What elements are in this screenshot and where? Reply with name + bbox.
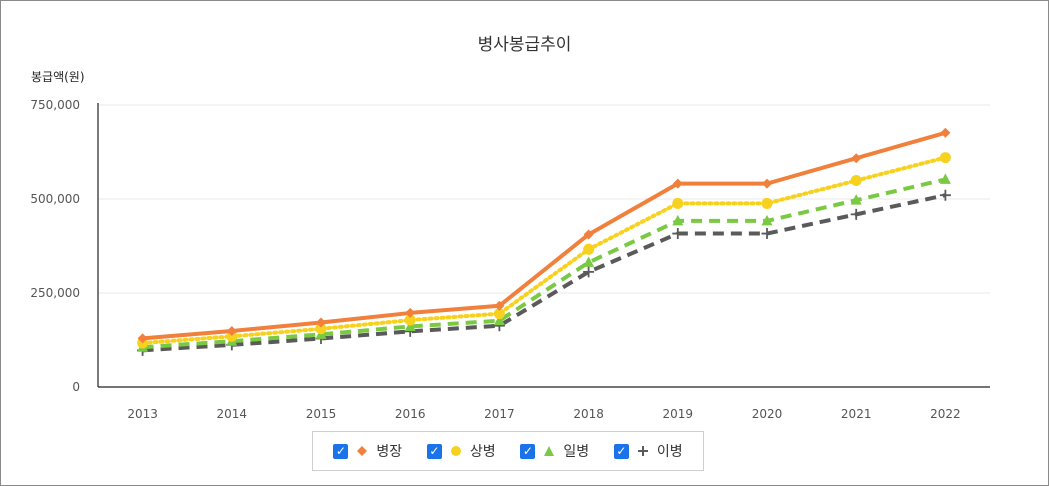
legend-item-상병[interactable]: ✓ 상병: [426, 441, 496, 461]
data-point: [226, 330, 238, 342]
x-tick-label: 2014: [217, 407, 248, 421]
x-tick-label: 2017: [484, 407, 515, 421]
x-tick-label: 2022: [930, 407, 961, 421]
legend-item-일병[interactable]: ✓ 일병: [520, 441, 589, 461]
data-point: [761, 197, 773, 209]
series-line: [142, 130, 946, 341]
x-tick-label: 2021: [841, 407, 872, 421]
data-point: [672, 197, 684, 209]
legend: ✓ 병장 ✓ 상병 ✓ 일병 ✓ 이병: [312, 431, 704, 471]
series-line: [142, 177, 946, 350]
legend-item-이병[interactable]: ✓ 이병: [613, 441, 683, 461]
legend-checkbox[interactable]: ✓: [333, 443, 349, 459]
legend-checkbox[interactable]: ✓: [613, 443, 629, 459]
x-tick-label: 2020: [752, 407, 783, 421]
x-tick-label: 2018: [573, 407, 604, 421]
legend-label: 병장: [376, 444, 403, 460]
data-point: [583, 256, 595, 267]
data-point: [316, 317, 326, 328]
axes: 0 250,000 500,000 750,000 2013 2014 2015 2016 20…: [30, 98, 990, 421]
series-이병: [137, 189, 951, 356]
data-point: [761, 214, 773, 226]
data-point: [850, 175, 862, 187]
x-tick-label: 2019: [663, 407, 694, 421]
data-point: [672, 228, 684, 240]
data-point: [939, 189, 951, 201]
legend-label: 상병: [469, 444, 496, 460]
data-point: [226, 325, 237, 336]
y-tick-label: 0: [72, 380, 80, 394]
data-point: [850, 194, 862, 205]
legend-label: 이병: [656, 444, 683, 460]
y-tick-label: 500,000: [30, 192, 80, 206]
y-tick-label: 250,000: [30, 286, 80, 300]
series-일병: [137, 173, 951, 352]
circle-marker-icon: [450, 446, 461, 456]
legend-checkbox[interactable]: ✓: [426, 443, 442, 459]
series-line: [140, 155, 948, 346]
grid-lines: [98, 104, 990, 294]
data-point: [583, 266, 595, 278]
x-tick-label: 2015: [306, 407, 337, 421]
data-point: [493, 308, 505, 320]
y-axis-label: 봉급액(원): [31, 70, 85, 84]
chart-title: 병사봉급추이: [477, 35, 572, 55]
data-point: [939, 152, 951, 164]
x-tick-label: 2016: [395, 407, 426, 421]
data-point: [940, 127, 951, 138]
series-line: [142, 193, 946, 353]
legend-label: 일병: [563, 444, 590, 460]
data-point: [583, 243, 595, 255]
x-tick-label: 2013: [127, 407, 158, 421]
series-상병: [137, 152, 951, 349]
y-tick-label: 750,000: [30, 98, 80, 112]
data-point: [493, 314, 505, 326]
data-point: [672, 178, 683, 189]
data-point: [315, 323, 327, 335]
triangle-marker-icon: [544, 446, 555, 456]
legend-item-병장[interactable]: ✓ 병장: [333, 441, 402, 461]
data-point: [850, 208, 862, 220]
series-group: [137, 127, 951, 356]
data-point: [761, 228, 773, 240]
data-point: [404, 320, 416, 331]
data-point: [939, 173, 951, 184]
data-point: [672, 214, 684, 226]
plus-marker-icon: [637, 446, 648, 456]
data-point: [137, 333, 148, 344]
data-point: [583, 229, 594, 240]
legend-checkbox[interactable]: ✓: [520, 443, 536, 459]
series-병장: [137, 127, 951, 344]
data-point: [405, 307, 416, 318]
data-point: [494, 300, 505, 311]
data-point: [762, 178, 772, 189]
diamond-marker-icon: [357, 446, 368, 456]
data-point: [404, 314, 416, 326]
data-point: [851, 153, 862, 164]
